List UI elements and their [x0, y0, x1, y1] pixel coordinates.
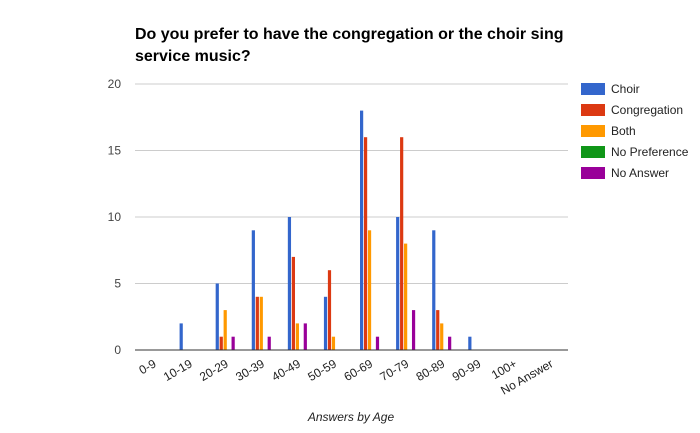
x-tick-label: 60-69	[341, 356, 375, 384]
chart-title-line-1: Do you prefer to have the congregation o…	[135, 26, 564, 43]
legend-swatch	[581, 167, 605, 179]
legend-label: No Preference	[611, 145, 689, 159]
bar-congregation-70-79	[400, 137, 404, 350]
legend-swatch	[581, 104, 605, 116]
legend-swatch	[581, 125, 605, 137]
legend-swatch	[581, 146, 605, 158]
x-tick-label: 20-29	[197, 356, 231, 384]
x-tick-label: 90-99	[450, 356, 484, 384]
bar-choir-10-19	[179, 323, 183, 350]
bar-choir-40-49	[287, 217, 292, 350]
legend-swatch	[581, 83, 605, 95]
legend-label: Congregation	[611, 103, 683, 117]
y-axis-ticks: 0 5 10 15 20	[108, 77, 122, 357]
bar-both-20-29	[223, 310, 227, 350]
x-axis-ticks: 0-9 10-19 20-29 30-39 40-49 50-59 60-69 70-79 80…	[137, 356, 556, 397]
bar-no-answer-80-89	[448, 336, 452, 350]
legend-item: Congregation	[581, 103, 683, 117]
legend-item: No Answer	[581, 166, 669, 180]
bar-congregation-60-69	[363, 137, 368, 350]
x-axis-label: Answers by Age	[307, 410, 395, 424]
bar-choir-90-99	[468, 336, 472, 350]
x-tick-label: 30-39	[233, 356, 267, 384]
bar-choir-50-59	[323, 296, 328, 350]
bar-no-answer-20-29	[231, 336, 235, 350]
bars	[179, 110, 472, 350]
bar-choir-20-29	[215, 283, 219, 350]
bar-both-50-59	[331, 336, 336, 350]
legend-label: Both	[611, 124, 636, 138]
x-tick-label: 10-19	[161, 356, 195, 384]
legend-label: No Answer	[611, 166, 669, 180]
chart-title-line-2: service music?	[135, 48, 251, 65]
legend-item: Both	[581, 124, 636, 138]
legend-item: Choir	[581, 82, 640, 96]
x-tick-label: 80-89	[414, 356, 448, 384]
bar-choir-70-79	[396, 217, 400, 350]
bar-both-80-89	[440, 323, 444, 350]
bar-choir-60-69	[360, 110, 364, 350]
bar-both-70-79	[404, 243, 408, 350]
bar-no-answer-40-49	[303, 323, 307, 350]
legend-label: Choir	[611, 82, 640, 96]
bar-both-40-49	[295, 323, 299, 350]
x-tick-label: 50-59	[305, 356, 339, 384]
bar-choir-80-89	[432, 230, 436, 350]
legend: Choir Congregation Both No Preference No Ans…	[581, 82, 689, 180]
y-tick-label: 5	[114, 277, 121, 291]
x-tick-label: 40-49	[269, 356, 303, 384]
bar-no-answer-70-79	[411, 310, 416, 350]
y-tick-label: 20	[108, 77, 122, 91]
x-tick-label: 70-79	[378, 356, 412, 384]
x-tick-label: 0-9	[137, 356, 159, 377]
y-tick-label: 10	[108, 210, 122, 224]
bar-congregation-40-49	[291, 256, 296, 350]
bar-both-60-69	[367, 230, 372, 350]
bar-no-answer-30-39	[267, 336, 271, 350]
bar-congregation-50-59	[327, 270, 332, 350]
bar-both-30-39	[259, 296, 263, 350]
legend-item: No Preference	[581, 145, 689, 159]
y-tick-label: 0	[114, 343, 121, 357]
bar-no-answer-60-69	[375, 336, 380, 350]
bar-choir-30-39	[251, 230, 255, 350]
y-tick-label: 15	[108, 144, 122, 158]
bar-congregation-80-89	[436, 310, 440, 350]
bar-congregation-20-29	[219, 336, 223, 350]
bar-congregation-30-39	[255, 296, 259, 350]
gridlines	[135, 83, 568, 284]
